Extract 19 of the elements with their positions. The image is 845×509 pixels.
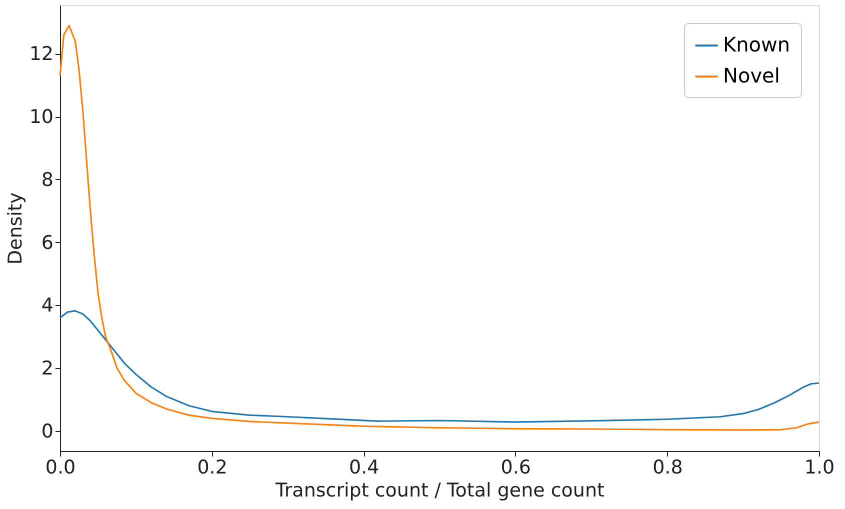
x-tick-label: 0.8 [652, 456, 683, 478]
y-tick-label: 10 [29, 106, 54, 128]
x-tick-label: 1.0 [804, 456, 835, 478]
x-tick-label: 0.6 [500, 456, 532, 478]
y-tick-label: 4 [41, 294, 54, 317]
x-tick-label: 0.2 [197, 456, 228, 478]
legend-label: Known [723, 32, 790, 56]
x-tick-label: 0.0 [45, 456, 76, 478]
y-tick-label: 12 [29, 43, 54, 66]
line-series [59, 310, 820, 423]
legend-label: Novel [723, 64, 780, 88]
y-axis-title: Density [4, 192, 26, 265]
y-tick-label: 8 [41, 168, 54, 191]
x-tick-label: 0.4 [348, 456, 380, 478]
line-series [59, 24, 820, 431]
x-axis-title: Transcript count / Total gene count [274, 480, 604, 502]
y-tick-label: 0 [41, 420, 54, 442]
y-tick-label: 6 [41, 232, 54, 254]
y-tick-label: 2 [41, 358, 54, 380]
